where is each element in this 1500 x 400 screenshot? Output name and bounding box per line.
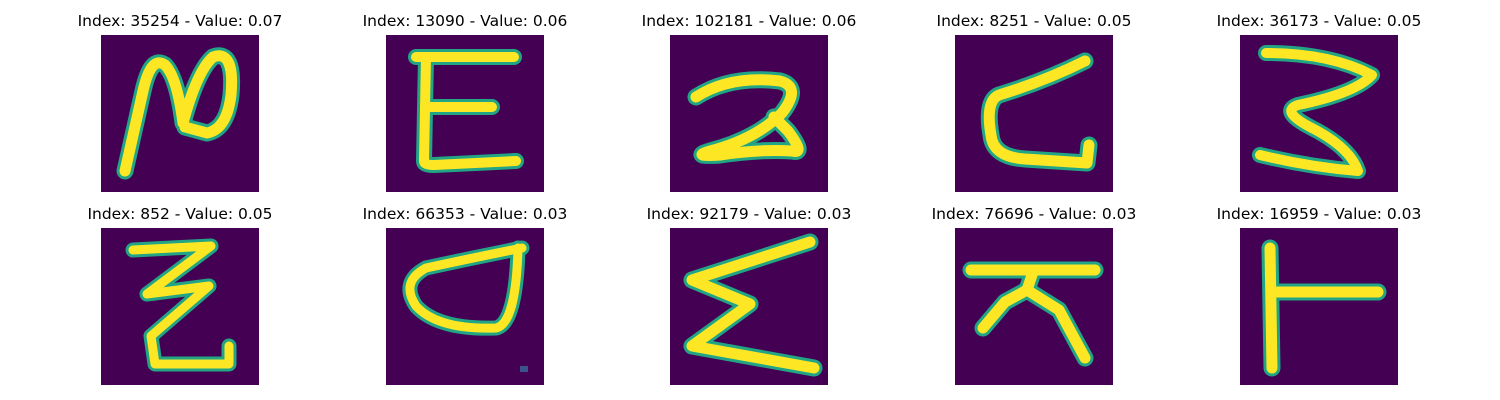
panel-7: Index: 66353 - Value: 0.03 [325,204,605,394]
digit-image [1240,228,1398,385]
panel-title: Index: 35254 - Value: 0.07 [77,12,283,30]
digit-image [101,228,259,385]
digit-image [670,228,828,385]
digit-image [386,35,544,192]
panel-title: Index: 66353 - Value: 0.03 [362,205,568,223]
panel-3: Index: 102181 - Value: 0.06 [609,11,889,201]
panel-4: Index: 8251 - Value: 0.05 [894,11,1174,201]
glyph-35254-drawing [116,47,241,180]
glyph-76696-drawing [962,261,1104,367]
glyph-92179-drawing [683,233,823,377]
panel-title: Index: 852 - Value: 0.05 [87,205,273,223]
panel-title: Index: 92179 - Value: 0.03 [646,205,852,223]
glyph-16959-drawing [1261,239,1387,377]
glyph-852-drawing [125,238,237,372]
glyph-102181-drawing [687,71,807,164]
panel-title: Index: 8251 - Value: 0.05 [936,12,1132,30]
panel-8: Index: 92179 - Value: 0.03 [609,204,889,394]
panel-title: Index: 76696 - Value: 0.03 [931,205,1137,223]
panel-5: Index: 36173 - Value: 0.05 [1179,11,1459,201]
glyph-66353-drawing [402,240,530,372]
digit-image [386,228,544,385]
glyph-8251-drawing [980,52,1098,172]
glyph-36173-drawing [1252,45,1380,179]
panel-1: Index: 35254 - Value: 0.07 [40,11,320,201]
digit-image [670,35,828,192]
panel-10: Index: 16959 - Value: 0.03 [1179,204,1459,394]
digit-image [955,35,1113,192]
digit-image [101,35,259,192]
panel-6: Index: 852 - Value: 0.05 [40,204,320,394]
panel-title: Index: 36173 - Value: 0.05 [1216,12,1422,30]
digit-image [1240,35,1398,192]
panel-9: Index: 76696 - Value: 0.03 [894,204,1174,394]
panel-title: Index: 13090 - Value: 0.06 [362,12,568,30]
panel-title: Index: 102181 - Value: 0.06 [641,12,857,30]
digit-image [955,228,1113,385]
noise-pixel [520,366,528,372]
panel-2: Index: 13090 - Value: 0.06 [325,11,605,201]
glyph-13090-drawing [408,49,524,173]
panel-title: Index: 16959 - Value: 0.03 [1216,205,1422,223]
